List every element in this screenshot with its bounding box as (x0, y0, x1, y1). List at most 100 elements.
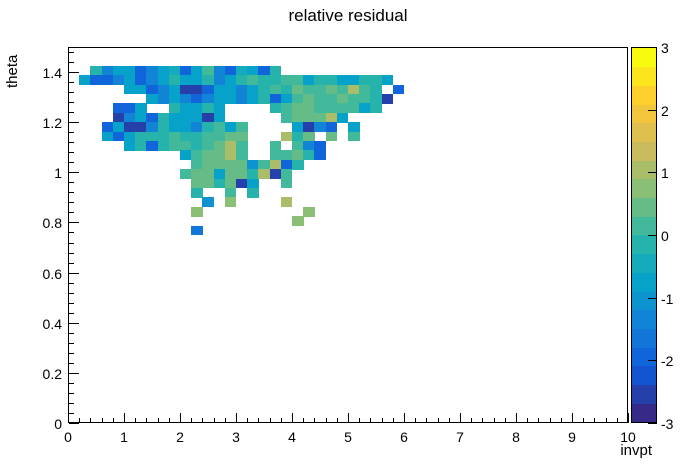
heatmap-cell (124, 103, 136, 114)
heatmap-cell (191, 188, 203, 198)
heatmap-cell (236, 178, 248, 189)
heatmap-cell (213, 84, 226, 95)
heatmap-cell (236, 94, 248, 104)
heatmap-cell (168, 112, 181, 123)
colorbar-tick-label: 1 (661, 165, 669, 182)
heatmap-cell (224, 94, 237, 104)
x-minor-tick (437, 418, 439, 423)
heatmap-cell (236, 122, 248, 133)
heatmap-cell (168, 75, 181, 86)
x-minor-tick (560, 418, 562, 423)
heatmap-cell (336, 103, 349, 114)
heatmap-cell (325, 94, 338, 104)
heatmap-cell (236, 169, 248, 180)
heatmap-cell (79, 75, 91, 86)
colorbar-band (632, 347, 656, 367)
x-minor-tick (79, 418, 81, 423)
heatmap-cell (146, 141, 159, 151)
y-tick-label: 0.6 (42, 265, 62, 282)
x-tick-label: 7 (456, 429, 464, 445)
heatmap-cell (336, 84, 349, 95)
chart-title: relative residual (288, 6, 408, 25)
heatmap-cell (314, 122, 327, 133)
heatmap-cell (292, 131, 304, 142)
y-minor-tick (69, 412, 74, 414)
heatmap-cell (112, 65, 125, 76)
heatmap-cell (202, 141, 215, 151)
heatmap-cell (180, 150, 192, 161)
heatmap-cell (202, 75, 215, 86)
x-minor-tick (325, 418, 327, 423)
y-minor-tick (69, 102, 74, 104)
x-minor-tick (448, 418, 450, 423)
heatmap-cell (258, 84, 271, 95)
heatmap-cell (370, 84, 383, 95)
heatmap-cell (180, 169, 192, 180)
heatmap-cell (202, 112, 215, 123)
heatmap-cell (224, 75, 237, 86)
y-minor-tick (69, 352, 74, 354)
x-major-tick (628, 413, 629, 423)
heatmap-cell (112, 112, 125, 123)
x-minor-tick (168, 418, 170, 423)
x-minor-tick (112, 418, 114, 423)
heatmap-cell (112, 131, 125, 142)
heatmap-cell (292, 141, 304, 151)
colorbar-tick-label: -3 (661, 416, 674, 432)
heatmap-cell (180, 141, 192, 151)
heatmap-cell (191, 159, 203, 170)
heatmap-cell (168, 65, 181, 76)
heatmap-cell (348, 84, 360, 95)
heatmap-cell (90, 65, 103, 76)
heatmap-cell (258, 94, 271, 104)
x-major-tick (180, 413, 181, 423)
heatmap-cell (303, 131, 315, 142)
colorbar-band (632, 66, 656, 86)
x-minor-tick (191, 418, 193, 423)
heatmap-cell (213, 131, 226, 142)
heatmap-cell (269, 141, 282, 151)
heatmap-cell (213, 178, 226, 189)
heatmap-cell (348, 122, 360, 133)
x-minor-tick (258, 418, 260, 423)
heatmap-cell (180, 122, 192, 133)
x-minor-tick (247, 418, 249, 423)
x-axis-label: invpt (620, 442, 652, 459)
heatmap-cell (303, 75, 315, 86)
x-major-tick (572, 413, 573, 423)
x-minor-tick (314, 418, 316, 423)
heatmap-cell (213, 141, 226, 151)
colorbar-band (632, 291, 656, 311)
heatmap-cell (381, 75, 394, 86)
heatmap-cell (280, 112, 293, 123)
heatmap-cell (292, 75, 304, 86)
heatmap-cell (168, 141, 181, 151)
x-minor-tick (202, 418, 204, 423)
x-minor-tick (101, 418, 103, 423)
colorbar-tick-label: -1 (661, 290, 674, 307)
heatmap-cell (202, 103, 215, 114)
x-tick-label: 10 (620, 429, 636, 445)
heatmap-cell (303, 206, 315, 217)
heatmap-cell (336, 75, 349, 86)
heatmap-cell (314, 141, 327, 151)
heatmap-cell (258, 169, 271, 180)
y-minor-tick (69, 302, 74, 304)
colorbar-band (632, 235, 656, 255)
heatmap-cell (213, 75, 226, 86)
heatmap-cell (168, 122, 181, 133)
x-minor-tick (370, 418, 372, 423)
heatmap-cell (381, 94, 394, 104)
colorbar-band (632, 216, 656, 236)
y-minor-tick (69, 232, 74, 234)
heatmap-cell (124, 75, 136, 86)
y-minor-tick (69, 242, 74, 244)
heatmap-cell (112, 122, 125, 133)
heatmap-cell (370, 103, 383, 114)
y-tick-label: 1.2 (42, 115, 62, 132)
colorbar-band (632, 328, 656, 348)
heatmap-cell (135, 131, 147, 142)
heatmap-cell (213, 103, 226, 114)
y-minor-tick (69, 342, 74, 344)
